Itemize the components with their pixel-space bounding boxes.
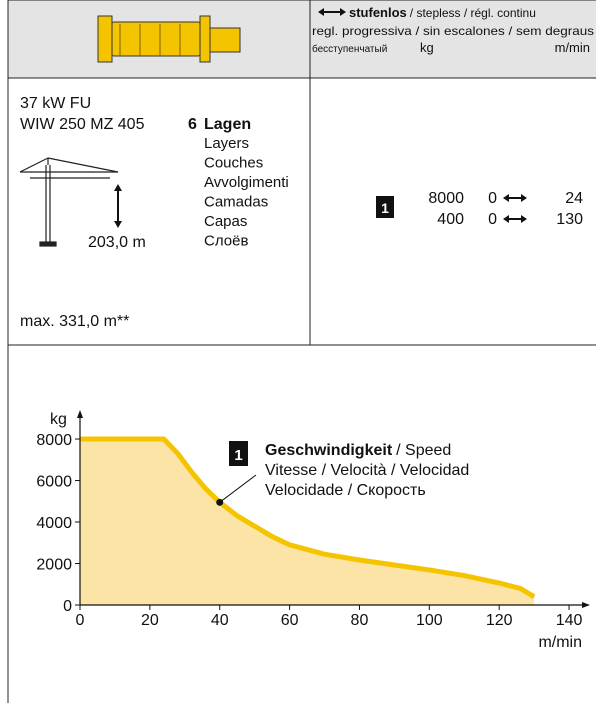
layer-name: Camadas (204, 194, 268, 211)
header-line2: regl. progressiva / sin escalones / sem … (312, 24, 594, 38)
row-to: 130 (556, 211, 583, 228)
height-arrow (114, 184, 122, 228)
row-from: 0 (488, 190, 497, 207)
layers-list: Layers Couches Avvolgimenti Camadas Capas Сло… (204, 135, 289, 250)
x-axis-label: m/min (538, 634, 582, 651)
y-tick-label: 6000 (36, 474, 72, 491)
gear-label: 1 (381, 200, 389, 216)
gear-box (229, 441, 248, 466)
chart: 0 20 40 60 80 100 120 140 0 2000 4000 6000 8000 kg m/m… (36, 410, 590, 651)
x-tick-label: 140 (556, 612, 583, 629)
double-arrow (503, 215, 527, 223)
x-tick-label: 20 (141, 612, 159, 629)
double-arrow (503, 194, 527, 202)
annotation-line: Velocidade / Скорость (265, 482, 426, 499)
power: 37 kW FU (20, 95, 91, 112)
area (80, 439, 535, 605)
y-tick-label: 4000 (36, 515, 72, 532)
row-kg: 400 (437, 211, 464, 228)
annotation-point (216, 498, 224, 506)
row-kg: 8000 (428, 190, 464, 207)
gear-label: 1 (234, 447, 242, 464)
leader-line (219, 474, 257, 503)
max-height: max. 331,0 m** (20, 313, 129, 330)
row-from: 0 (488, 211, 497, 228)
unit-kg: kg (420, 40, 434, 55)
crane-icon (19, 157, 119, 247)
annotation-strong: Geschwindigkeit (265, 442, 393, 459)
y-tick-label: 2000 (36, 557, 72, 574)
x-tick-label: 60 (281, 612, 299, 629)
layer-name: Слоёв (204, 233, 248, 250)
curve (80, 436, 536, 599)
layer-name: Layers (204, 135, 249, 152)
table-lines (7, 0, 596, 703)
double-arrow (318, 8, 346, 16)
layer-name: Avvolgimenti (204, 174, 289, 191)
model: WIW 250 MZ 405 (20, 116, 145, 133)
annotation-line: Vitesse / Velocità / Velocidad (265, 462, 469, 479)
gear-box (376, 196, 394, 218)
annotation-rest: / Speed (396, 442, 451, 459)
winch-icon (97, 15, 241, 63)
layer-name: Capas (204, 213, 247, 230)
header-ru: бесступенчатый (312, 43, 387, 55)
x-tick-label: 80 (351, 612, 369, 629)
y-axis-label: kg (50, 411, 67, 428)
header-line1: stufenlos / stepless / régl. continu (349, 5, 536, 20)
layers-title: Lagen (204, 116, 251, 133)
x-tick-label: 120 (486, 612, 513, 629)
x-tick-label: 100 (416, 612, 443, 629)
speed-rows: 8000 0 24 400 0 130 (428, 190, 583, 228)
y-tick-label: 0 (63, 598, 72, 615)
y-tick-label: 8000 (36, 432, 72, 449)
unit-speed: m/min (555, 40, 590, 55)
row-to: 24 (565, 190, 583, 207)
layer-name: Couches (204, 155, 263, 172)
x-tick-label: 40 (211, 612, 229, 629)
height: 203,0 m (88, 234, 146, 251)
annotation-title: Geschwindigkeit / Speed (265, 442, 451, 459)
x-tick-label: 0 (76, 612, 85, 629)
header-rest: / stepless / régl. continu (410, 6, 536, 20)
header-strong: stufenlos (349, 5, 407, 20)
y-arrow (77, 410, 83, 418)
layers-count: 6 (188, 116, 197, 133)
x-arrow (582, 602, 590, 608)
